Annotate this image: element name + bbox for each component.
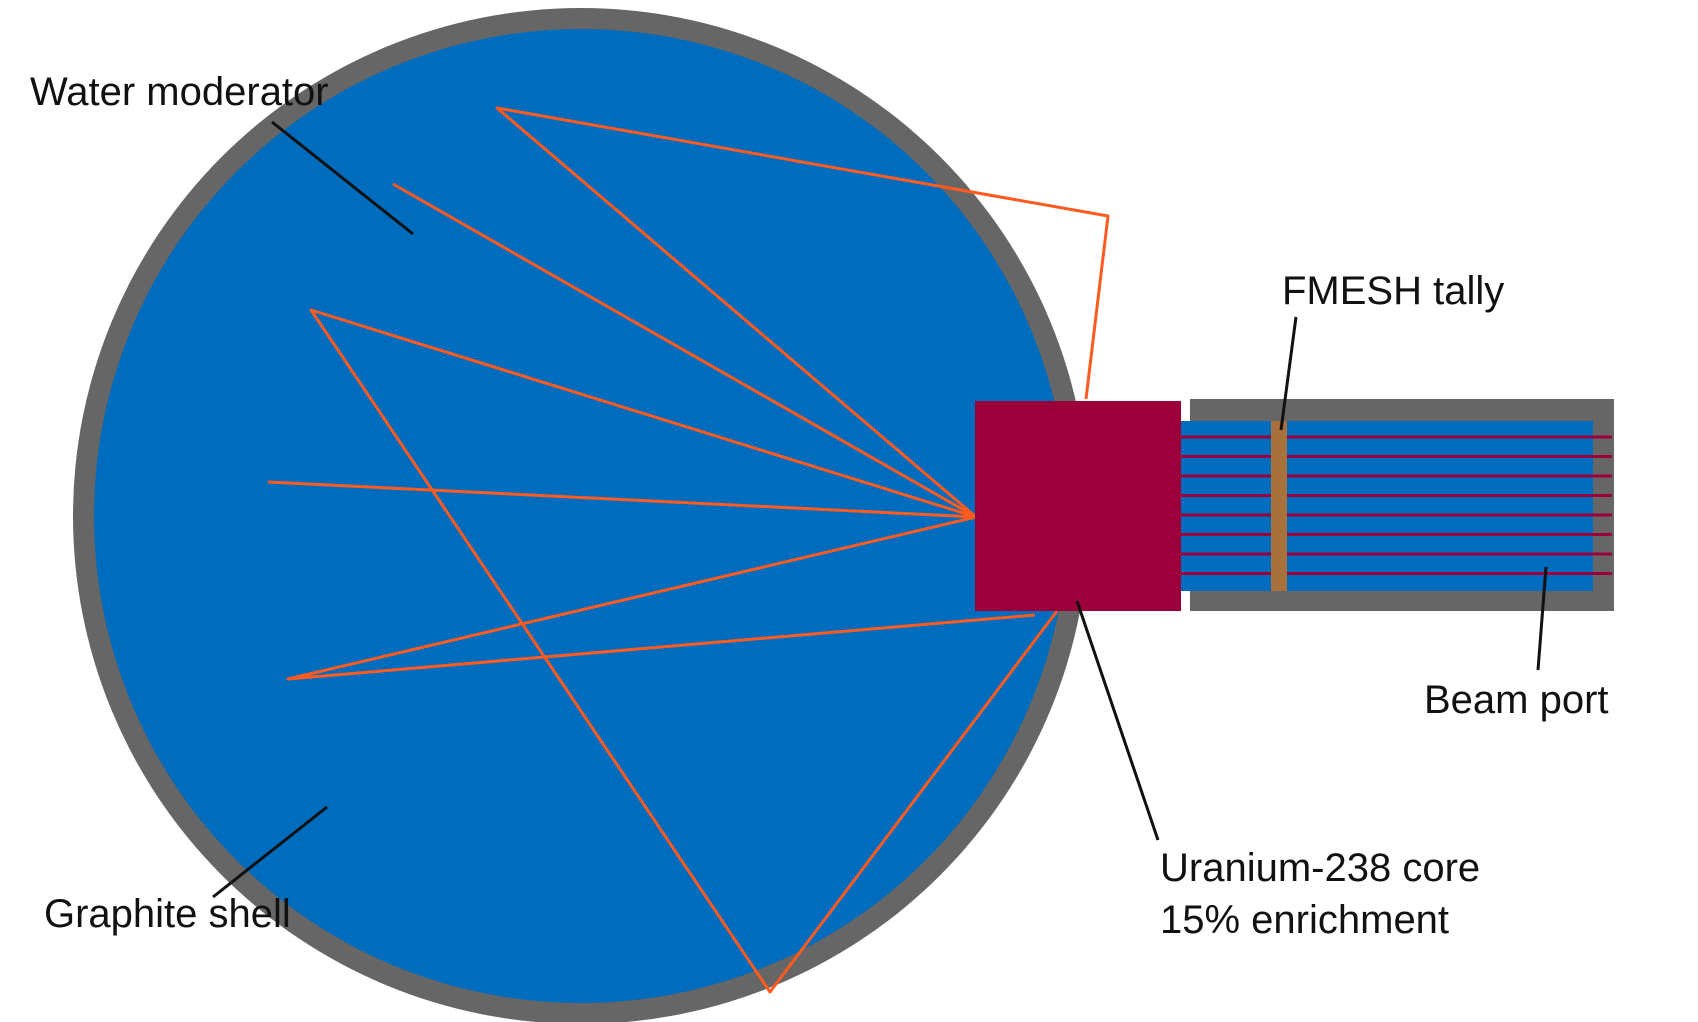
leader-graphite-shell	[212, 805, 328, 899]
water-moderator	[94, 29, 1593, 1003]
beam-port-lines	[1181, 435, 1612, 575]
leader-core	[1075, 600, 1160, 841]
beam-port-label: Beam port	[1424, 678, 1609, 722]
neutron-path	[309, 308, 1059, 994]
neutron-paths	[267, 106, 1110, 994]
neutron-path	[286, 515, 1036, 681]
neutron-path	[267, 480, 977, 519]
leader-lines	[212, 120, 1548, 899]
leader-fmesh-tally	[1279, 316, 1298, 431]
fmesh-tally-strip	[1271, 421, 1287, 591]
leader-water-moderator	[271, 120, 414, 236]
water-moderator-label: Water moderator	[30, 70, 329, 114]
core-label-line2: 15% enrichment	[1160, 898, 1450, 942]
core-label-line1: Uranium-238 core	[1160, 846, 1481, 890]
graphite-shell-label: Graphite shell	[44, 892, 291, 936]
neutron-path	[495, 106, 1110, 519]
uranium-core	[975, 401, 1181, 611]
fmesh-tally-label: FMESH tally	[1282, 269, 1505, 313]
leader-beam-port	[1536, 566, 1548, 671]
neutron-path	[392, 182, 977, 519]
